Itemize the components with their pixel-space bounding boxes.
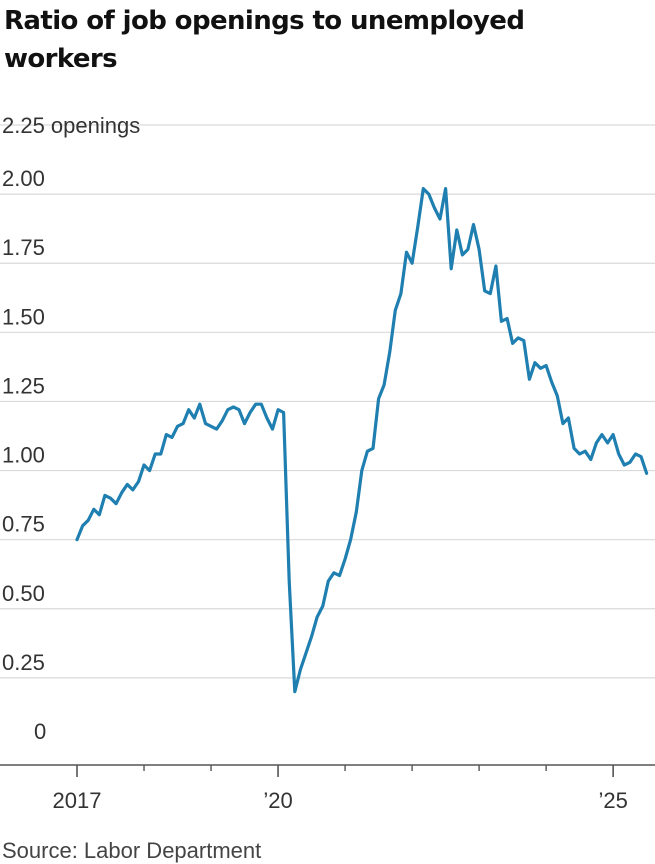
- y-axis-labels: 0 0.25 0.50 0.75 1.00 1.25 1.50 1.75 2.00: [2, 166, 46, 744]
- y-tick-label: 1.00: [2, 443, 45, 468]
- x-axis-ticks: [76, 765, 614, 777]
- chart-title: Ratio of job openings to unemployed work…: [4, 6, 525, 74]
- x-tick-label: ’20: [263, 788, 292, 813]
- y-tick-label: 1.25: [2, 373, 45, 398]
- x-axis-labels: 2017 ’20 ’25: [53, 788, 628, 813]
- y-tick-label: 1.75: [2, 235, 45, 260]
- source-note: Source: Labor Department: [2, 838, 262, 863]
- y-tick-label: 0.75: [2, 512, 45, 537]
- x-tick-label: ’25: [598, 788, 627, 813]
- y-tick-label: 0: [34, 719, 46, 744]
- y-tick-label: 0.50: [2, 581, 45, 606]
- line-chart: 0 0.25 0.50 0.75 1.00 1.25 1.50 1.75 2.00 2.25 o…: [0, 113, 655, 813]
- y-tick-label: 1.50: [2, 304, 45, 329]
- y-tick-label: 0.25: [2, 650, 45, 675]
- y-tick-label: 2.00: [2, 166, 45, 191]
- y-axis-unit-label: 2.25 openings: [2, 113, 140, 138]
- series-line-ratio: [75, 187, 649, 694]
- x-tick-label: 2017: [53, 788, 102, 813]
- grid-lines: [0, 124, 655, 679]
